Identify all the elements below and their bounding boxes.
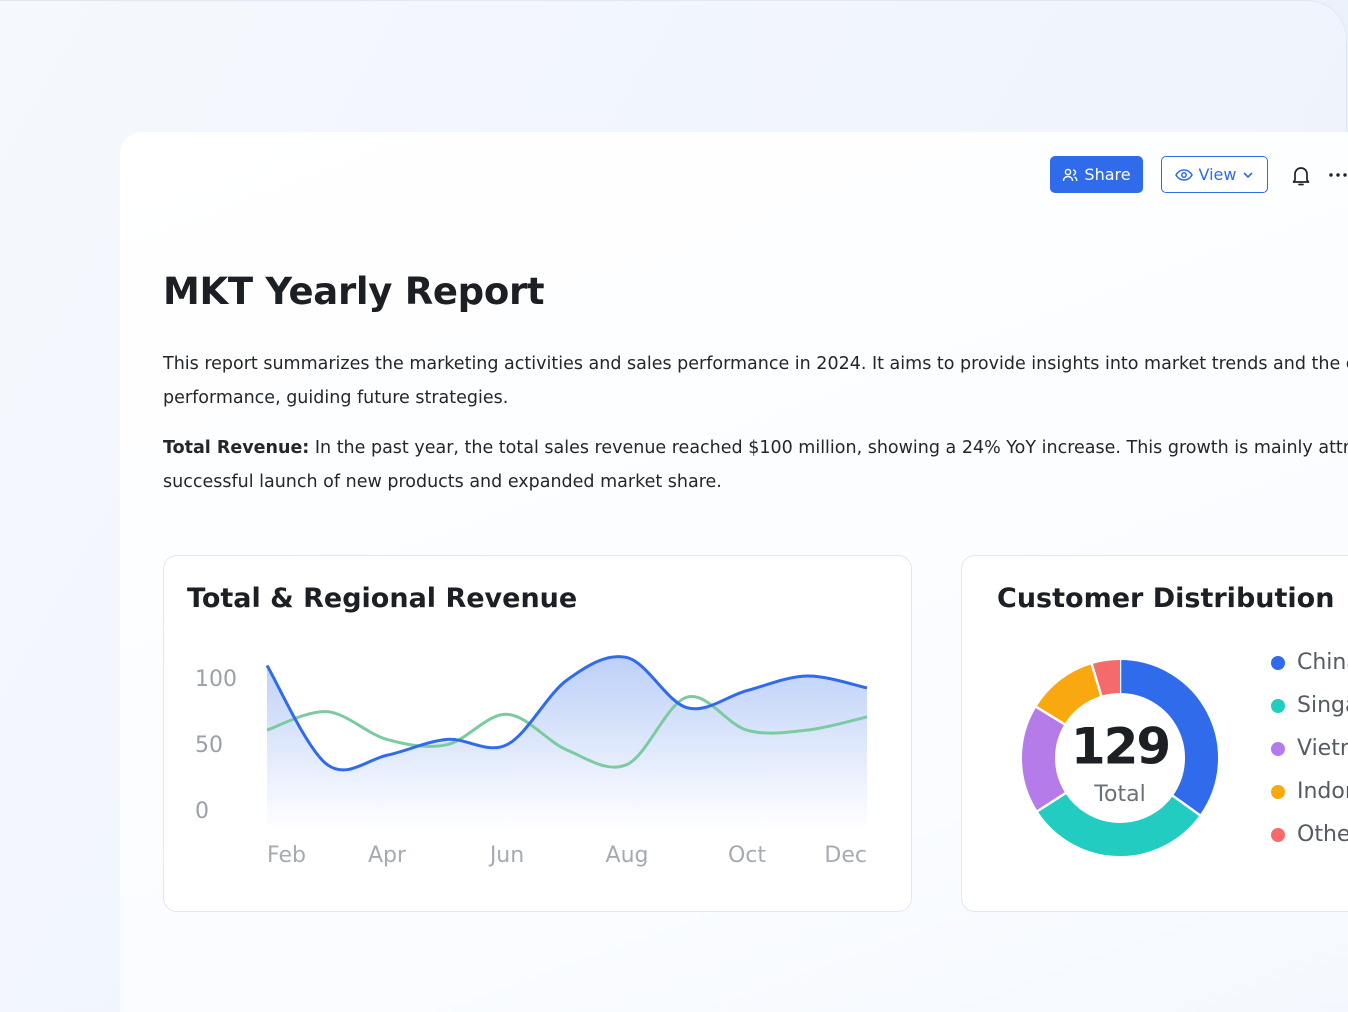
legend-dot (1271, 828, 1285, 842)
area (267, 656, 867, 830)
chart-title: Customer Distribution (997, 583, 1335, 614)
y-tick-label: 0 (195, 799, 209, 824)
legend-label: Singa (1297, 693, 1348, 718)
x-tick-label: Aug (606, 843, 649, 868)
segment-gap (1034, 705, 1067, 726)
revenue-line: successful launch of new products and ex… (163, 472, 722, 492)
view-label: View (1198, 165, 1237, 184)
legend-label: Vietn (1297, 736, 1348, 761)
y-tick-label: 50 (195, 733, 223, 758)
center-label: Total (1093, 782, 1145, 807)
legend-dot (1271, 742, 1285, 756)
x-tick-label: Dec (824, 843, 867, 868)
donut-segment (1037, 792, 1200, 856)
view-button[interactable]: View (1161, 156, 1268, 193)
intro-line: This report summarizes the marketing act… (163, 354, 1348, 374)
share-button[interactable]: Share (1050, 156, 1143, 193)
donut-segment (1036, 664, 1102, 725)
line (265, 655, 868, 772)
legend-dot (1271, 785, 1285, 799)
x-tick-label: Oct (728, 843, 766, 868)
donut-segment (1119, 660, 1218, 816)
y-tick-label: 100 (195, 667, 237, 692)
legend-label: China (1297, 650, 1348, 675)
more-icon[interactable] (1328, 170, 1348, 180)
legend-dot (1271, 656, 1285, 670)
segment-gap (1036, 791, 1067, 813)
segment-gap (1090, 662, 1103, 698)
center-value: 129 (1071, 718, 1169, 776)
intro-line: performance, guiding future strategies. (163, 388, 509, 408)
segment-gap (1171, 794, 1202, 817)
eye-icon (1174, 168, 1193, 181)
donut-segment (1022, 706, 1066, 812)
line (266, 695, 868, 769)
revenue-text: In the past year, the total sales revenu… (309, 438, 1348, 458)
legend-label: Indon (1297, 779, 1348, 804)
legend-label: Othe (1297, 822, 1348, 847)
legend-dot (1271, 699, 1285, 713)
revenue-label: Total Revenue: (163, 438, 310, 458)
donut-segment (1091, 660, 1121, 696)
chart-title: Total & Regional Revenue (187, 583, 578, 614)
share-label: Share (1084, 165, 1131, 184)
report-title: MKT Yearly Report (163, 270, 545, 313)
x-tick-label: Apr (368, 843, 407, 868)
x-tick-label: Feb (267, 843, 306, 868)
share-icon (1063, 168, 1078, 181)
revenue-line: Total Revenue: In the past year, the tot… (163, 438, 1348, 458)
chevron-icon (1243, 171, 1254, 178)
x-tick-label: Jun (488, 843, 524, 868)
bell-icon[interactable] (1290, 164, 1312, 188)
